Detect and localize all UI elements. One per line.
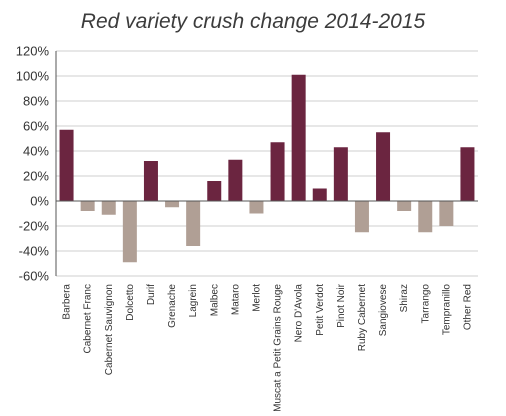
x-tick-label: Nero D'Avola — [294, 284, 305, 343]
y-tick-label: -60% — [19, 269, 50, 284]
y-tick-label: 0% — [30, 194, 49, 209]
x-tick-label: Barbera — [62, 284, 73, 320]
y-tick-label: 40% — [23, 144, 49, 159]
y-tick-label: 80% — [23, 94, 49, 109]
x-tick-label: Grenache — [167, 284, 178, 328]
bar — [397, 201, 412, 211]
x-tick-label: Petit Verdot — [315, 284, 326, 336]
x-tick-label: Durif — [146, 284, 157, 305]
bar — [228, 159, 243, 201]
x-tick-label: Ruby Cabernet — [357, 284, 368, 351]
x-tick-label: Muscat a Petit Grains Rouge — [273, 284, 284, 412]
x-tick-label: Lagrein — [188, 284, 199, 317]
bar — [333, 147, 348, 201]
bar — [59, 129, 74, 201]
y-tick-label: 20% — [23, 169, 49, 184]
x-tick-label: Mataro — [230, 284, 241, 316]
y-axis-ticks: 120% 100% 80% 60% 40% 20% 0% -20% -40% -60% — [16, 44, 50, 284]
y-tick-label: -40% — [19, 244, 50, 259]
bar — [143, 161, 158, 201]
bar — [354, 201, 369, 233]
bar — [460, 147, 475, 201]
x-tick-label: Sangiovese — [378, 284, 389, 337]
bar — [376, 132, 391, 201]
x-tick-label: Cabernet Franc — [83, 284, 94, 353]
bar — [80, 201, 95, 211]
x-tick-label: Pinot Noir — [336, 283, 347, 328]
y-tick-label: 120% — [16, 44, 50, 59]
y-tick-label: 60% — [23, 119, 49, 134]
bar — [291, 74, 306, 201]
y-tick-label: 100% — [16, 69, 50, 84]
bar — [418, 201, 433, 233]
category-labels: Barbera Cabernet Franc Cabernet Sauvignon D… — [62, 283, 474, 412]
x-tick-label: Tempranillo — [441, 284, 452, 336]
x-tick-label: Merlot — [251, 284, 262, 312]
bar — [207, 181, 222, 201]
x-tick-label: Shiraz — [399, 284, 410, 312]
x-tick-label: Dolcetto — [125, 284, 136, 321]
bar — [165, 201, 180, 208]
x-tick-label: Malbec — [209, 284, 220, 316]
chart-title: Red variety crush change 2014-2015 — [80, 10, 426, 33]
bar — [186, 201, 201, 246]
bar — [270, 142, 285, 201]
x-tick-label: Other Red — [462, 284, 473, 330]
bar — [312, 188, 327, 201]
bar — [122, 201, 137, 263]
x-tick-label: Cabernet Sauvignon — [104, 284, 115, 375]
bar — [439, 201, 454, 226]
axes — [55, 51, 478, 276]
x-tick-label: Tarrango — [420, 284, 431, 324]
bars — [59, 74, 475, 263]
gridlines — [56, 50, 478, 277]
bar — [101, 201, 116, 215]
y-tick-label: -20% — [19, 219, 50, 234]
bar — [249, 201, 264, 214]
